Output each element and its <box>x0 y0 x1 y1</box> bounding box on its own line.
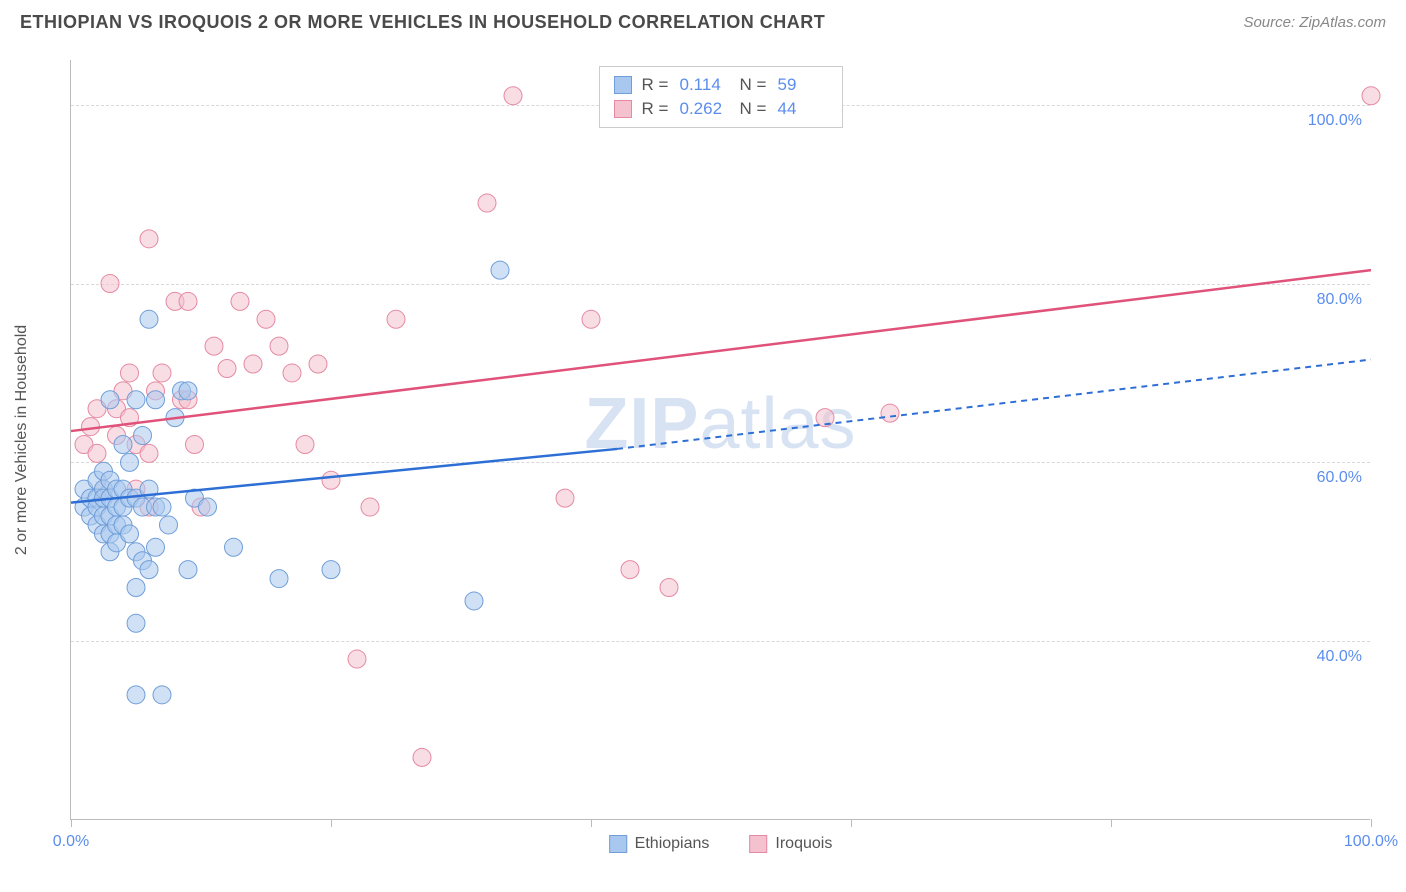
scatter-point-iroquois <box>153 364 171 382</box>
scatter-point-iroquois <box>413 748 431 766</box>
n-label: N = <box>740 75 768 95</box>
scatter-point-ethiopian <box>127 579 145 597</box>
scatter-point-ethiopian <box>140 310 158 328</box>
x-tick <box>1111 819 1112 827</box>
scatter-point-ethiopian <box>121 453 139 471</box>
scatter-point-iroquois <box>231 292 249 310</box>
y-axis-label: 2 or more Vehicles in Household <box>13 325 31 555</box>
scatter-point-ethiopian <box>147 538 165 556</box>
stats-row: R = 0.114 N = 59 <box>614 73 828 97</box>
scatter-point-ethiopian <box>101 391 119 409</box>
scatter-point-ethiopian <box>153 686 171 704</box>
scatter-point-iroquois <box>296 435 314 453</box>
scatter-point-ethiopian <box>179 382 197 400</box>
scatter-point-iroquois <box>504 87 522 105</box>
scatter-point-iroquois <box>309 355 327 373</box>
scatter-point-iroquois <box>582 310 600 328</box>
scatter-point-iroquois <box>121 364 139 382</box>
bottom-legend: Ethiopians Iroquois <box>609 835 833 853</box>
x-tick <box>331 819 332 827</box>
scatter-point-ethiopian <box>322 561 340 579</box>
scatter-point-ethiopian <box>491 261 509 279</box>
scatter-point-iroquois <box>881 404 899 422</box>
scatter-point-ethiopian <box>127 391 145 409</box>
r-label: R = <box>642 99 670 119</box>
scatter-point-iroquois <box>179 292 197 310</box>
x-tick <box>1371 819 1372 827</box>
x-tick <box>591 819 592 827</box>
scatter-point-iroquois <box>361 498 379 516</box>
scatter-point-iroquois <box>82 418 100 436</box>
scatter-point-ethiopian <box>127 686 145 704</box>
scatter-point-iroquois <box>101 275 119 293</box>
scatter-point-iroquois <box>556 489 574 507</box>
scatter-point-iroquois <box>1362 87 1380 105</box>
x-tick-label: 100.0% <box>1344 833 1398 851</box>
scatter-point-ethiopian <box>127 614 145 632</box>
scatter-point-iroquois <box>186 435 204 453</box>
scatter-point-ethiopian <box>147 391 165 409</box>
legend-swatch <box>614 100 632 118</box>
stats-legend-box: R = 0.114 N = 59 R = 0.262 N = 44 <box>599 66 843 128</box>
stats-row: R = 0.262 N = 44 <box>614 97 828 121</box>
x-tick <box>71 819 72 827</box>
n-label: N = <box>740 99 768 119</box>
scatter-point-ethiopian <box>179 561 197 579</box>
scatter-point-iroquois <box>283 364 301 382</box>
scatter-point-ethiopian <box>270 570 288 588</box>
scatter-point-ethiopian <box>140 561 158 579</box>
regression-line-iroquois <box>71 270 1371 431</box>
scatter-point-iroquois <box>387 310 405 328</box>
scatter-point-ethiopian <box>153 498 171 516</box>
scatter-point-iroquois <box>322 471 340 489</box>
n-value: 44 <box>778 99 828 119</box>
scatter-point-iroquois <box>621 561 639 579</box>
n-value: 59 <box>778 75 828 95</box>
x-tick-label: 0.0% <box>53 833 89 851</box>
legend-swatch <box>609 835 627 853</box>
scatter-point-ethiopian <box>160 516 178 534</box>
legend-swatch <box>614 76 632 94</box>
scatter-point-iroquois <box>257 310 275 328</box>
legend-swatch <box>749 835 767 853</box>
r-value: 0.262 <box>680 99 730 119</box>
scatter-point-ethiopian <box>225 538 243 556</box>
scatter-point-ethiopian <box>121 525 139 543</box>
scatter-point-iroquois <box>270 337 288 355</box>
scatter-point-ethiopian <box>114 435 132 453</box>
legend-item: Ethiopians <box>609 835 710 853</box>
scatter-point-iroquois <box>348 650 366 668</box>
r-label: R = <box>642 75 670 95</box>
scatter-point-ethiopian <box>465 592 483 610</box>
chart-container: 2 or more Vehicles in Household ZIPatlas… <box>50 50 1390 830</box>
scatter-point-ethiopian <box>134 427 152 445</box>
scatter-point-iroquois <box>205 337 223 355</box>
plot-area: ZIPatlas 40.0%60.0%80.0%100.0% R =0.114N… <box>70 60 1370 820</box>
scatter-point-iroquois <box>140 230 158 248</box>
scatter-point-iroquois <box>140 444 158 462</box>
source-attribution: Source: ZipAtlas.com <box>1243 14 1386 31</box>
regression-line-ethiopian-dashed <box>617 360 1371 449</box>
r-value: 0.114 <box>680 75 730 95</box>
scatter-point-iroquois <box>478 194 496 212</box>
scatter-point-iroquois <box>660 579 678 597</box>
scatter-point-iroquois <box>244 355 262 373</box>
legend-label: Ethiopians <box>635 835 710 853</box>
scatter-point-ethiopian <box>199 498 217 516</box>
scatter-svg <box>71 60 1371 820</box>
legend-label: Iroquois <box>775 835 832 853</box>
scatter-point-iroquois <box>218 359 236 377</box>
x-tick <box>851 819 852 827</box>
chart-title: ETHIOPIAN VS IROQUOIS 2 OR MORE VEHICLES… <box>20 12 825 33</box>
legend-item: Iroquois <box>749 835 832 853</box>
scatter-point-iroquois <box>88 444 106 462</box>
